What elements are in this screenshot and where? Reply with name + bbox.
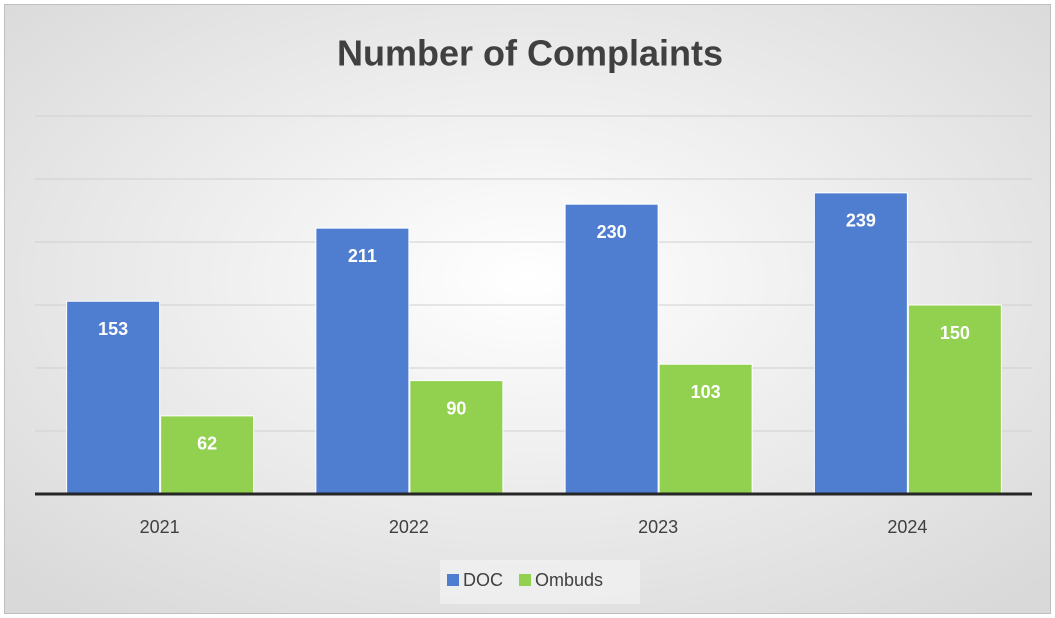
bar <box>160 415 255 495</box>
bar <box>658 363 753 495</box>
legend-swatch <box>447 574 459 586</box>
bar <box>907 304 1002 495</box>
bar <box>66 300 161 495</box>
legend-label: Ombuds <box>535 570 603 590</box>
x-tick-label: 2023 <box>638 517 678 537</box>
legend-swatch <box>519 574 531 586</box>
x-tick-label: 2024 <box>887 517 927 537</box>
data-label: 150 <box>940 323 970 343</box>
legend-label: DOC <box>463 570 503 590</box>
data-label: 62 <box>197 434 217 454</box>
bar <box>813 192 908 495</box>
bar <box>564 203 659 495</box>
data-label: 103 <box>691 382 721 402</box>
data-label: 211 <box>348 246 377 266</box>
bar <box>315 227 410 495</box>
legend-box <box>440 560 640 604</box>
x-tick-label: 2022 <box>389 517 429 537</box>
data-label: 230 <box>597 222 627 242</box>
x-tick-label: 2021 <box>140 517 180 537</box>
data-label: 90 <box>446 398 466 418</box>
data-label: 153 <box>98 319 128 339</box>
data-label: 239 <box>846 211 876 231</box>
chart-title: Number of Complaints <box>337 33 723 74</box>
